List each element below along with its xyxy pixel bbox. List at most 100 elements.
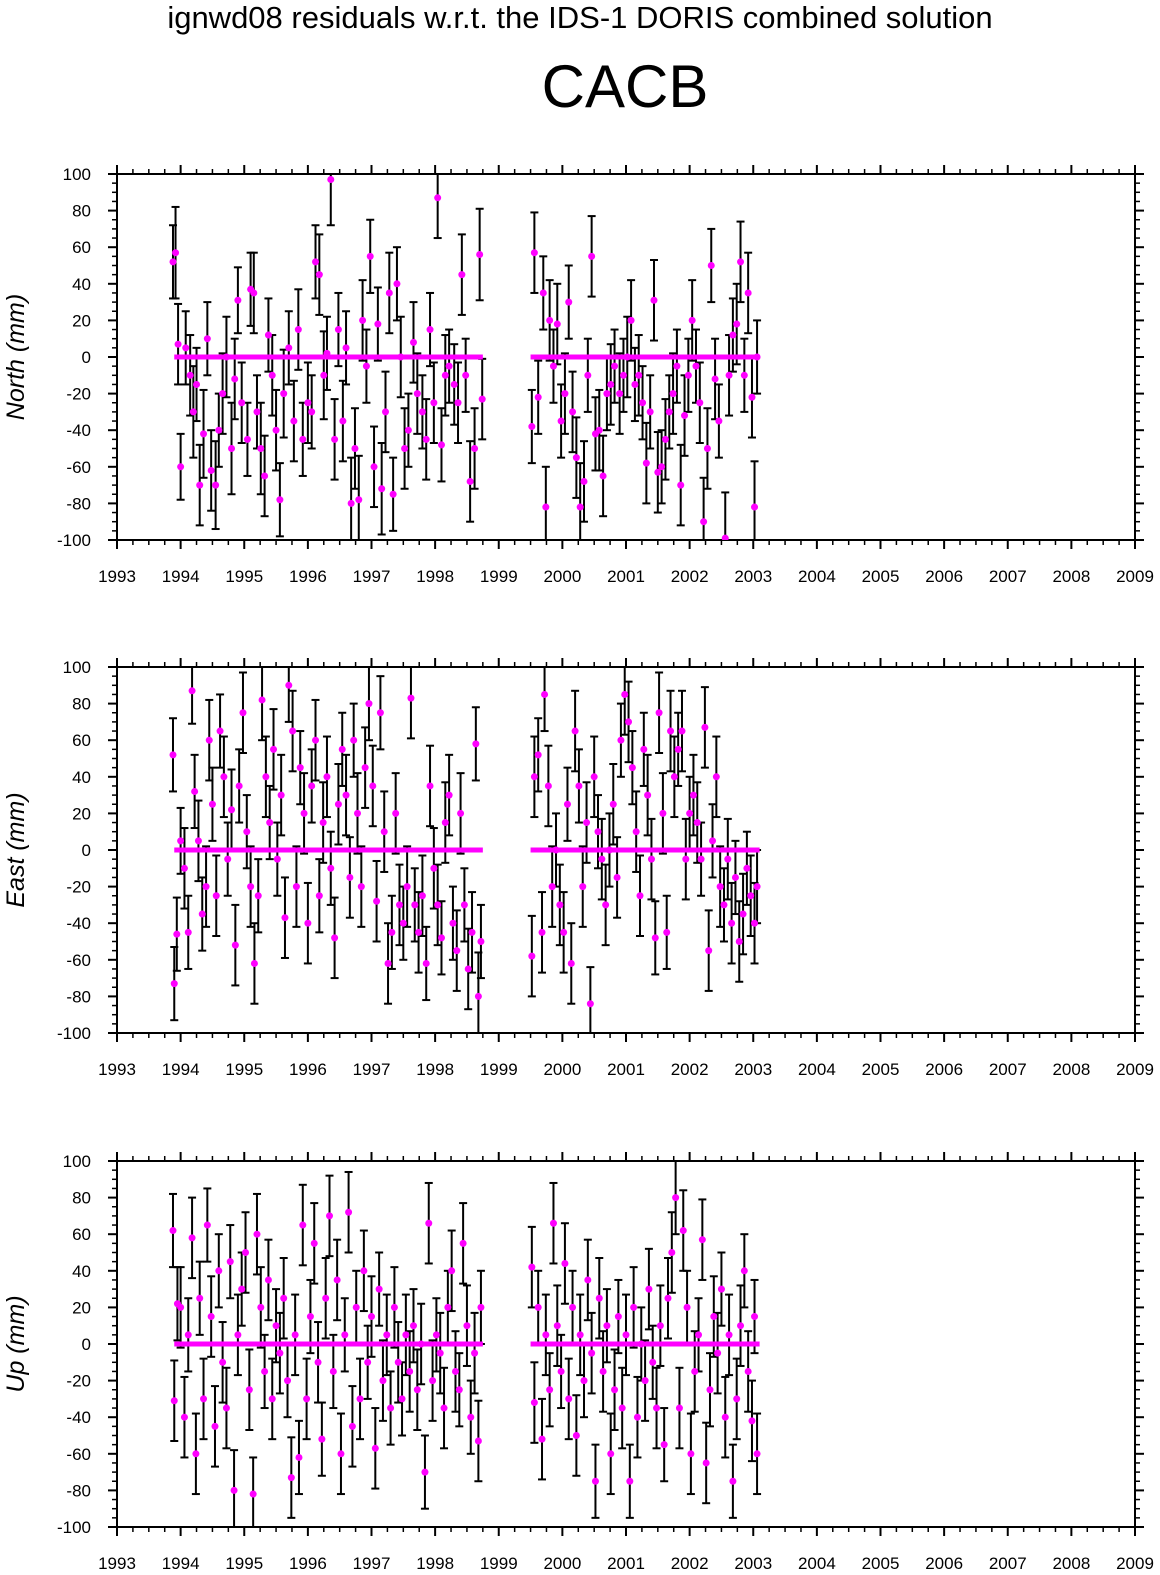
data-point: [276, 496, 284, 504]
data-point: [374, 320, 382, 328]
data-point: [376, 709, 384, 717]
x-tick-label: 1998: [416, 567, 454, 586]
data-point: [385, 289, 393, 297]
data-point: [417, 1340, 425, 1348]
data-point: [686, 809, 694, 817]
data-point: [403, 883, 411, 891]
data-point: [215, 426, 223, 434]
data-point: [261, 472, 269, 480]
data-point: [222, 353, 230, 361]
data-point: [538, 1435, 546, 1443]
data-point: [441, 819, 449, 827]
data-point: [312, 258, 320, 266]
data-point: [375, 1285, 383, 1293]
data-point: [565, 1395, 573, 1403]
data-point: [673, 362, 681, 370]
x-tick-label: 1995: [225, 1060, 263, 1079]
data-point: [342, 791, 350, 799]
data-point: [684, 371, 692, 379]
data-point: [177, 463, 185, 471]
data-point: [627, 316, 635, 324]
data-point: [733, 1395, 741, 1403]
data-point: [239, 709, 247, 717]
data-point: [733, 320, 741, 328]
data-point: [365, 700, 373, 708]
data-point: [459, 1239, 467, 1247]
x-tick-label: 2004: [798, 1060, 836, 1079]
data-point: [542, 1331, 550, 1339]
y-tick-label: -60: [66, 1445, 91, 1464]
data-layer: [168, 1161, 762, 1527]
data-point: [268, 1395, 276, 1403]
data-point: [196, 481, 204, 489]
data-point: [709, 837, 717, 845]
data-point: [544, 782, 552, 790]
data-point: [361, 764, 369, 772]
data-point: [725, 1331, 733, 1339]
data-point: [339, 417, 347, 425]
x-tick-label: 2008: [1052, 1554, 1090, 1573]
data-point: [191, 787, 199, 795]
data-point: [415, 928, 423, 936]
data-point: [212, 892, 220, 900]
data-point: [579, 883, 587, 891]
x-tick-label: 1999: [480, 1060, 518, 1079]
data-point: [478, 395, 486, 403]
data-point: [253, 1230, 261, 1238]
y-tick-label: -100: [57, 1518, 91, 1537]
data-point: [528, 1263, 536, 1271]
y-tick-label: 0: [82, 1335, 91, 1354]
data-point: [387, 1404, 395, 1412]
data-point: [453, 947, 461, 955]
data-point: [337, 1450, 345, 1458]
data-point: [557, 417, 565, 425]
data-layer: [168, 174, 762, 540]
data-point: [595, 426, 603, 434]
x-tick-label: 2002: [671, 567, 709, 586]
data-point: [664, 1294, 672, 1302]
data-point: [539, 289, 547, 297]
data-point: [318, 1435, 326, 1443]
data-point: [689, 791, 697, 799]
data-point: [432, 1331, 440, 1339]
data-point: [471, 1349, 479, 1357]
data-point: [228, 445, 236, 452]
data-point: [334, 326, 342, 334]
data-point: [729, 1477, 737, 1485]
data-point: [674, 745, 682, 753]
data-point: [280, 1294, 288, 1302]
data-point: [614, 1313, 622, 1321]
data-point: [326, 1212, 334, 1220]
data-point: [314, 1358, 322, 1366]
x-tick-label: 1995: [225, 1554, 263, 1573]
data-point: [580, 477, 588, 485]
data-point: [633, 1413, 641, 1421]
data-point: [546, 316, 554, 324]
data-point: [389, 490, 397, 498]
data-point: [300, 809, 308, 817]
data-point: [262, 773, 270, 781]
data-point: [445, 362, 453, 370]
data-point: [561, 1259, 569, 1267]
data-point: [538, 928, 546, 936]
data-point: [748, 1417, 756, 1425]
data-point: [354, 809, 362, 817]
data-point: [177, 837, 185, 845]
data-point: [285, 681, 293, 689]
data-point: [384, 959, 392, 967]
data-point: [308, 782, 316, 790]
data-point: [474, 992, 482, 1000]
x-tick-label: 1996: [289, 1554, 327, 1573]
x-tick-label: 2005: [862, 567, 900, 586]
data-point: [617, 736, 625, 744]
x-tick-label: 2003: [734, 567, 772, 586]
chart-title: ignwd08 residuals w.r.t. the IDS-1 DORIS…: [167, 0, 993, 35]
x-tick-label: 1993: [98, 1554, 136, 1573]
data-point: [663, 928, 671, 936]
data-point: [234, 296, 242, 304]
data-point: [250, 959, 258, 967]
data-point: [721, 534, 729, 540]
data-point: [594, 828, 602, 836]
data-point: [379, 1377, 387, 1385]
data-point: [706, 1386, 714, 1394]
